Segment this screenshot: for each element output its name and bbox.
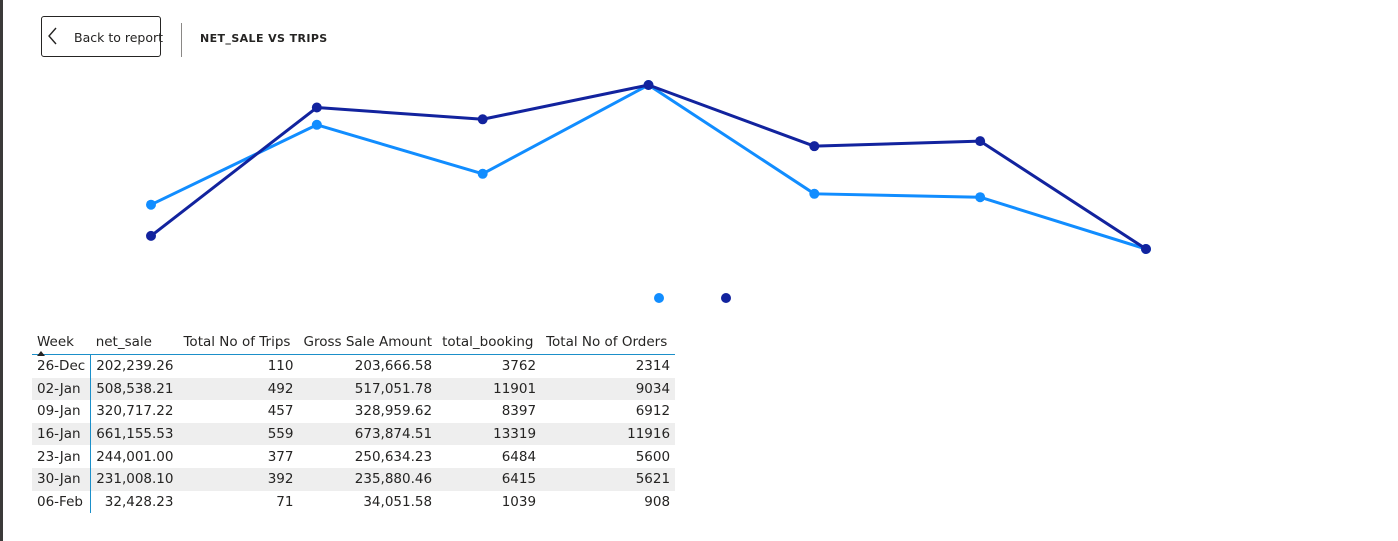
column-header-5[interactable]: Total No of Orders — [541, 324, 676, 355]
table-cell: 110 — [267, 358, 294, 375]
table-cell: 32,428.23 — [104, 493, 174, 510]
data-point[interactable] — [311, 119, 322, 130]
table-cell: 02-Jan — [32, 377, 92, 401]
table-cell: 2314 — [635, 358, 671, 375]
table-header-row: Week net_sale Total No of Trips Gross Sale … — [32, 324, 676, 356]
table-cell: 71 — [276, 493, 294, 510]
table-cell: 5600 — [635, 448, 671, 465]
table-cell: 492 — [178, 377, 299, 401]
table-cell: 09-Jan — [32, 400, 92, 423]
table-cell: 202,239.26 — [96, 358, 174, 375]
series-line-0 — [150, 83, 1147, 251]
series-line-1 — [150, 83, 1147, 251]
table-cell: 06-Feb — [32, 490, 92, 514]
data-point[interactable] — [975, 192, 986, 203]
table-cell: 908 — [644, 493, 671, 510]
column-header-2[interactable]: Total No of Trips — [178, 324, 299, 355]
column-header-label: total_booking — [442, 334, 534, 350]
column-header-label: Total No of Orders — [546, 334, 668, 350]
table-cell: 203,666.58 — [354, 358, 433, 375]
header-divider — [181, 23, 182, 57]
table-cell: 11916 — [541, 422, 676, 446]
line-chart — [146, 80, 1151, 303]
table-cell: 11901 — [437, 377, 542, 401]
table-cell: 559 — [178, 422, 299, 446]
data-point[interactable] — [809, 188, 820, 199]
table-row: 30-Jan 231,008.10 392 235,880.46 6415 5621 — [32, 467, 676, 491]
table-row: 16-Jan 661,155.53 559 673,874.51 13319 11916 — [32, 422, 676, 446]
chevron-left-icon — [48, 27, 57, 45]
table-cell: 231,008.10 — [90, 467, 179, 491]
column-header-4[interactable]: total_booking — [437, 324, 542, 355]
table-cell: 508,538.21 — [90, 377, 179, 401]
table-cell: 6912 — [635, 403, 671, 420]
data-point[interactable] — [975, 136, 986, 147]
column-header-label: Gross Sale Amount — [303, 334, 433, 350]
table-cell: 9034 — [541, 377, 676, 401]
data-point[interactable] — [809, 141, 820, 152]
sort-ascending-icon[interactable] — [37, 351, 45, 356]
column-header-label: Total No of Trips — [183, 334, 291, 350]
table-cell: 8397 — [501, 403, 537, 420]
table-cell: 23-Jan — [32, 445, 92, 468]
table-row: 06-Feb 32,428.23 71 34,051.58 1039 908 — [32, 490, 675, 514]
window-left-edge — [0, 0, 3, 541]
data-point[interactable] — [311, 102, 322, 113]
data-point[interactable] — [477, 168, 488, 179]
table-cell: 6415 — [437, 467, 542, 491]
table-row: 26-Dec 202,239.26 110 203,666.58 3762 2314 — [32, 354, 675, 378]
data-point[interactable] — [146, 199, 156, 210]
table-cell: 320,717.22 — [96, 403, 174, 420]
data-table: Week net_sale Total No of Trips Gross Sale … — [32, 324, 676, 514]
table-cell: 328,959.62 — [354, 403, 433, 420]
table-cell: 517,051.78 — [298, 377, 438, 401]
column-header-3[interactable]: Gross Sale Amount — [298, 324, 438, 355]
back-to-report-button[interactable]: Back to report — [41, 16, 164, 57]
table-cell: 13319 — [437, 422, 542, 446]
table-cell: 244,001.00 — [96, 448, 174, 465]
data-point[interactable] — [146, 230, 156, 241]
table-row: 02-Jan 508,538.21 492 517,051.78 11901 9034 — [32, 377, 676, 401]
table-cell: 1039 — [501, 493, 537, 510]
table-cell: 457 — [267, 403, 294, 420]
table-cell: 250,634.23 — [354, 448, 433, 465]
table-cell: 6484 — [501, 448, 537, 465]
column-header-label: net_sale — [95, 334, 152, 350]
table-cell: 16-Jan — [32, 422, 92, 446]
back-to-report-label: Back to report — [74, 30, 164, 45]
table-row: 09-Jan 320,717.22 457 328,959.62 8397 6912 — [32, 400, 675, 423]
table-cell: 26-Dec — [32, 354, 92, 378]
table-cell: 34,051.58 — [363, 493, 433, 510]
table-cell: 235,880.46 — [298, 467, 438, 491]
table-cell: 377 — [267, 448, 294, 465]
table-cell: 3762 — [501, 358, 537, 375]
table-cell: 5621 — [541, 467, 676, 491]
legend-marker[interactable] — [721, 293, 731, 303]
data-point[interactable] — [1141, 244, 1151, 254]
visual-title: NET_SALE VS TRIPS — [200, 32, 328, 45]
data-point[interactable] — [643, 80, 654, 90]
column-header-label: Week — [37, 334, 74, 350]
table-cell: 661,155.53 — [90, 422, 179, 446]
table-cell: 30-Jan — [32, 467, 92, 491]
data-point[interactable] — [477, 114, 488, 125]
column-header-0[interactable]: Week — [32, 324, 91, 356]
table-row: 23-Jan 244,001.00 377 250,634.23 6484 5600 — [32, 445, 675, 468]
column-header-1[interactable]: net_sale — [90, 324, 179, 355]
table-cell: 392 — [178, 467, 299, 491]
table-cell: 673,874.51 — [298, 422, 438, 446]
legend-marker[interactable] — [654, 293, 664, 303]
